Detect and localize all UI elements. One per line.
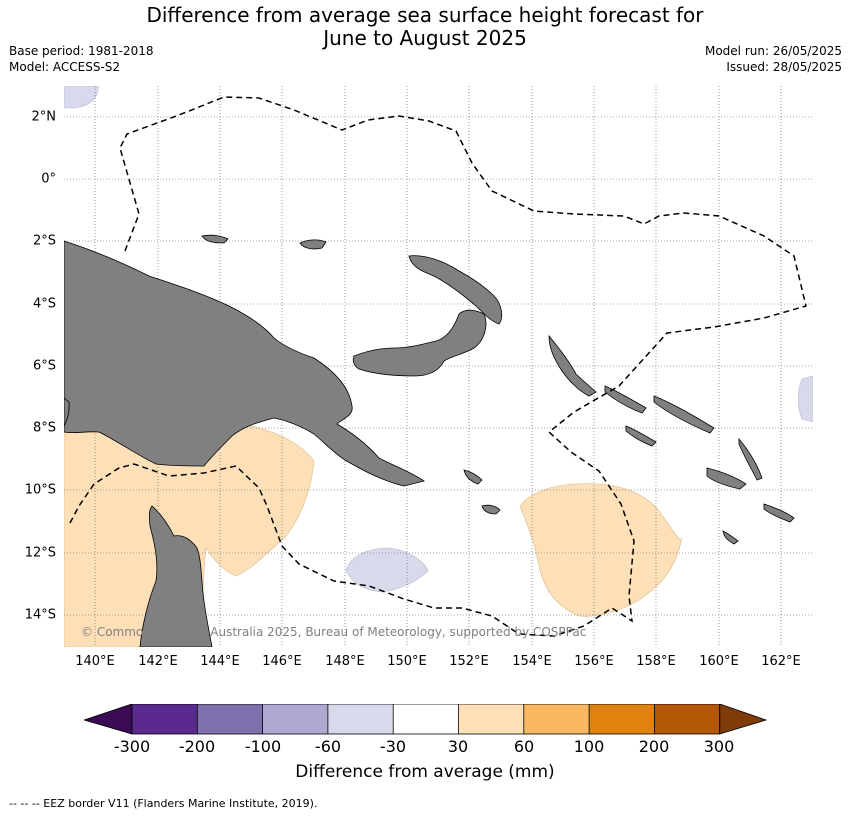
lat-label-4s: 4°S [32,296,56,312]
land [64,234,795,647]
title-line-2: June to August 2025 [323,26,527,50]
colorbar-tick-4: -60 [314,737,342,756]
eez-footnote: -- -- -- EEZ border V11 (Flanders Marine… [9,797,318,810]
colorbar-tick-8: 100 [573,737,605,756]
colorbar-swatch-1 [132,704,198,734]
lon-label-150e: 150°E [387,654,427,669]
lat-label-8s: 8°S [32,420,56,436]
lat-label-14s: 14°S [24,607,56,623]
land-choiseul [604,385,647,414]
copyright-notice: © Commonwealth of Australia 2025, Bureau… [81,625,587,639]
lat-label-2s: 2°S [32,233,56,249]
model-run: Model run: 26/05/2025 [704,44,842,58]
colorbar-swatch-4 [327,704,394,734]
colorbar-swatch-6 [458,704,524,734]
lat-label-0: 0° [41,171,56,187]
colorbar-dividers [131,703,721,735]
colorbar-tick-9: 200 [638,737,670,756]
eez-border [69,96,807,637]
anomaly-positive-solomon [519,483,683,617]
land-new-hanover [299,239,327,250]
meta-right: Model run: 26/05/2025 Issued: 28/05/2025 [705,43,842,75]
issued-date: Issued: 28/05/2025 [726,60,842,74]
land-bougainville [548,334,597,397]
anomaly-negative-east [797,375,813,423]
colorbar-arrow-low [82,703,133,735]
meta-left: Base period: 1981-2018 Model: ACCESS-S2 [9,43,154,75]
colorbar-swatch-2 [197,704,263,734]
land-new-ireland [408,255,503,325]
lon-label-146e: 146°E [262,654,302,669]
land-west-island-edge [64,397,70,427]
lon-label-140e: 140°E [75,654,115,669]
colorbar-swatch-5 [393,704,459,734]
land-isabel [653,395,715,434]
lat-label-12s: 12°S [24,545,56,561]
model-name: Model: ACCESS-S2 [9,60,121,74]
lon-label-152e: 152°E [449,654,489,669]
land-louisiade [463,469,483,485]
land-milne-bay-islands [481,504,501,515]
colorbar-swatch-8 [589,704,655,734]
land-new-georgia [625,425,657,447]
land-manus [201,234,229,244]
colorbar-title: Difference from average (mm) [295,762,555,782]
colorbar-tick-6: 30 [447,737,469,756]
colorbar-tick-1: -300 [113,737,151,756]
anomaly-negative-coral [345,547,429,593]
colorbar-tick-10: 300 [703,737,735,756]
map-svg [64,86,813,647]
lat-label-2n: 2°N [31,109,57,125]
lat-label-6s: 6°S [32,358,56,374]
lon-label-160e: 160°E [699,654,739,669]
colorbar-tick-5: -30 [379,737,407,756]
anomaly-negative-north [64,86,99,109]
land-cape-york [139,505,213,647]
colorbar [82,703,768,736]
lat-label-10s: 10°S [24,482,56,498]
lon-label-158e: 158°E [636,654,676,669]
colorbar-tick-7: 60 [513,737,535,756]
gridlines [64,86,813,647]
land-guadalcanal [706,467,747,490]
land-new-britain [352,309,487,377]
lon-label-162e: 162°E [761,654,801,669]
map-panel [64,86,813,647]
lon-label-144e: 144°E [200,654,240,669]
land-rennell [722,530,739,545]
lon-label-156e: 156°E [574,654,614,669]
lon-label-142e: 142°E [138,654,178,669]
title-line-1: Difference from average sea surface heig… [146,3,704,27]
chart-title: Difference from average sea surface heig… [0,4,850,50]
colorbar-svg [82,703,768,735]
base-period: Base period: 1981-2018 [9,44,154,58]
lon-label-148e: 148°E [325,654,365,669]
colorbar-tick-2: -200 [178,737,216,756]
colorbar-swatch-9 [654,704,720,734]
colorbar-tick-3: -100 [244,737,282,756]
land-malaita [738,437,763,481]
colorbar-swatch-3 [262,704,328,734]
land-makira [763,503,795,523]
lon-label-154e: 154°E [512,654,552,669]
land-new-guinea [64,240,425,487]
colorbar-arrow-high [719,703,768,735]
colorbar-swatch-7 [523,704,590,734]
